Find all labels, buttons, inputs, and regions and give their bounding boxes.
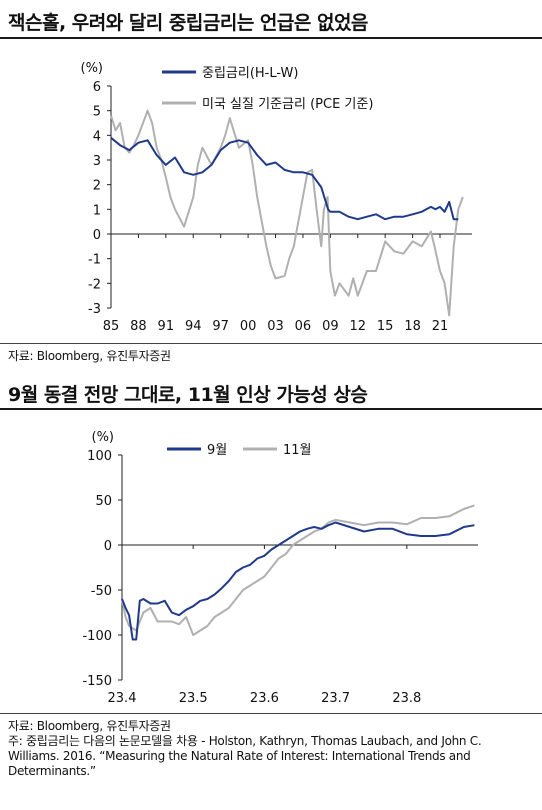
chart1-y-tick-label: 0 [93, 228, 101, 243]
chart1-series-a-line [110, 137, 459, 221]
chart2-series-b-line [121, 504, 475, 636]
source-rule-top [0, 343, 542, 344]
chart1-title: 잭슨홀, 우려와 달리 중립금리는 언급은 없었음 [8, 12, 368, 34]
chart1-x-tick-label: 09 [322, 319, 339, 334]
chart2-legend-label: 9월 [207, 443, 227, 458]
chart2-legend-label: 11월 [283, 443, 312, 458]
chart2-plot: (%) 100 50 0 -50 -100 -150 23.4 23.5 23.6 23.7 23.8… [82, 430, 478, 706]
chart1-x-tick-label: 03 [267, 319, 284, 334]
chart1-x-tick-label: 91 [158, 319, 175, 334]
chart1-x-tick-label: 15 [377, 319, 394, 334]
chart2-series-a-line [121, 521, 475, 641]
title-rule-bottom [0, 408, 542, 410]
chart1-y-tick-label: -1 [88, 253, 101, 268]
chart1-y-tick-label: 5 [93, 105, 101, 120]
chart2-y-tick-label: 50 [95, 494, 112, 509]
chart2-unit-label: (%) [92, 430, 115, 445]
chart1-unit-label: (%) [81, 61, 104, 76]
chart2-title: 9월 동결 전망 그대로, 11월 인상 가능성 상승 [8, 384, 368, 406]
chart1-x-tick-label: 94 [185, 319, 202, 334]
chart2-x-tick-label: 23.8 [392, 691, 421, 706]
chart1-y-tick-label: 1 [93, 203, 101, 218]
chart1-y-tick-label: -3 [88, 302, 101, 317]
source-rule-bottom [0, 713, 542, 714]
chart2-x-tick-label: 23.7 [321, 691, 350, 706]
chart1-x-tick-label: 12 [349, 319, 366, 334]
chart1-y-tick-label: -2 [88, 277, 101, 292]
chart1-y-tick-label: 4 [93, 129, 101, 144]
chart2-y-tick-label: 100 [87, 449, 112, 464]
chart2-y-tick-label: -150 [82, 674, 112, 689]
chart1-x-tick-label: 18 [404, 319, 421, 334]
chart1-x-tick-label: 85 [103, 319, 120, 334]
chart1-x-tick-label: 00 [240, 319, 257, 334]
chart2-y-tick-label: -100 [82, 629, 112, 644]
chart2-x-tick-label: 23.4 [108, 691, 137, 706]
chart2-x-tick-label: 23.5 [179, 691, 208, 706]
chart1-x-tick-label: 21 [432, 319, 449, 334]
chart1-y-tick-label: 6 [93, 80, 101, 95]
chart2-y-tick-label: -50 [91, 584, 112, 599]
title-rule-top [0, 37, 542, 39]
chart2-source: 자료: Bloomberg, 유진투자증권 [8, 719, 171, 733]
chart1-x-tick-label: 97 [212, 319, 229, 334]
chart1-y-tick-label: 2 [93, 179, 101, 194]
chart1-source: 자료: Bloomberg, 유진투자증권 [8, 349, 171, 363]
chart1-series-b-line [110, 109, 464, 317]
chart1-legend-label: 미국 실질 기준금리 (PCE 기준) [202, 97, 373, 112]
chart1-x-tick-label: 06 [295, 319, 312, 334]
chart2-x-tick-label: 23.6 [250, 691, 279, 706]
chart1-y-tick-label: 3 [93, 154, 101, 169]
chart2-note: 주: 중립금리는 다음의 논문모델을 차용 - Holston, Kathryn… [8, 734, 482, 778]
chart1-x-tick-label: 88 [130, 319, 147, 334]
chart2-y-tick-label: 0 [104, 539, 112, 554]
chart1-legend-label: 중립금리(H-L-W) [202, 66, 298, 81]
